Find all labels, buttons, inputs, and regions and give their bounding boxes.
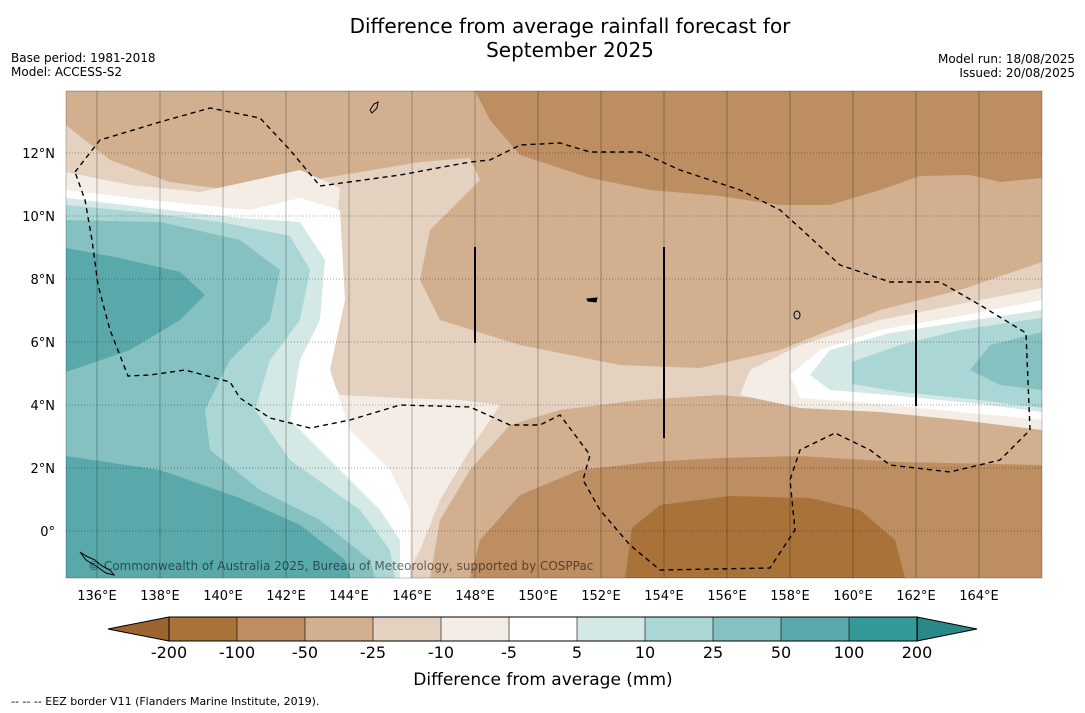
- lon-tick: 150°E: [518, 589, 558, 604]
- lon-tick: 162°E: [896, 589, 936, 604]
- lon-tick: 158°E: [770, 589, 810, 604]
- lon-tick: 136°E: [77, 589, 117, 604]
- base-period: Base period: 1981-2018: [11, 51, 156, 65]
- lon-tick: 144°E: [329, 589, 369, 604]
- meta-right: Model run: 18/08/2025 Issued: 20/08/2025: [938, 52, 1075, 80]
- model-run: Model run: 18/08/2025: [937, 52, 1075, 66]
- colorbar: -200 -100 -50 -25 -10 -5 5 10 25 50 100 200 Differe…: [107, 616, 978, 690]
- colorbar-tick-label: -200: [151, 643, 187, 662]
- lon-tick: 148°E: [455, 589, 495, 604]
- lat-tick: 12°N: [22, 147, 55, 162]
- lat-tick: 8°N: [31, 273, 56, 288]
- colorbar-under-arrow: [107, 616, 170, 642]
- lat-tick-labels: 12°N 10°N 8°N 6°N 4°N 2°N 0°: [22, 147, 55, 540]
- reference-bars: [474, 247, 917, 438]
- colorbar-segments: [168, 616, 918, 642]
- lon-tick: 146°E: [392, 589, 432, 604]
- colorbar-segment: [848, 616, 918, 642]
- band-south-core: [625, 496, 905, 578]
- lon-tick: 154°E: [644, 589, 684, 604]
- colorbar-segment: [780, 616, 850, 642]
- title-line-2: September 2025: [486, 38, 654, 62]
- colorbar-segment: [644, 616, 714, 642]
- colorbar-segment: [576, 616, 646, 642]
- lon-tick: 164°E: [959, 589, 999, 604]
- colorbar-segment: [440, 616, 510, 642]
- footnote: -- -- -- EEZ border V11 (Flanders Marine…: [11, 695, 320, 708]
- colorbar-tick-label: 200: [902, 643, 933, 662]
- colorbar-tick-label: 50: [771, 643, 791, 662]
- colorbar-label: Difference from average (mm): [413, 670, 672, 690]
- title-line-1: Difference from average rainfall forecas…: [349, 14, 791, 38]
- rainfall-field: [66, 91, 1042, 578]
- colorbar-tick-label: -25: [360, 643, 386, 662]
- colorbar-tick-label: -100: [219, 643, 255, 662]
- colorbar-segment: [508, 616, 578, 642]
- lon-tick: 160°E: [833, 589, 873, 604]
- band-wet-high-west: [66, 248, 205, 372]
- lon-tick: 156°E: [707, 589, 747, 604]
- lon-tick: 140°E: [203, 589, 243, 604]
- colorbar-tick-label: -50: [292, 643, 318, 662]
- colorbar-segment: [712, 616, 782, 642]
- colorbar-tick-label: 5: [572, 643, 582, 662]
- copyright-text: © Commonwealth of Australia 2025, Bureau…: [88, 559, 593, 573]
- issued-date: Issued: 20/08/2025: [959, 66, 1075, 80]
- lat-tick: 6°N: [31, 336, 56, 351]
- islands: [79, 101, 801, 576]
- graticule-lat: [66, 152, 1042, 532]
- colorbar-tick-labels: -200 -100 -50 -25 -10 -5 5 10 25 50 100 200: [151, 643, 932, 662]
- colorbar-outline: [168, 616, 918, 642]
- lon-tick: 138°E: [140, 589, 180, 604]
- colorbar-segment: [168, 616, 238, 642]
- colorbar-tick-label: -10: [428, 643, 454, 662]
- lon-tick: 142°E: [266, 589, 306, 604]
- lon-tick: 152°E: [581, 589, 621, 604]
- chart-title: Difference from average rainfall forecas…: [0, 14, 1085, 62]
- lon-tick-labels: 136°E 138°E 140°E 142°E 144°E 146°E 148°…: [77, 589, 999, 604]
- colorbar-tick-label: 10: [635, 643, 655, 662]
- band-wet-high-south: [66, 456, 350, 578]
- band-wet-low: [66, 205, 1042, 578]
- colorbar-tick-label: 25: [703, 643, 723, 662]
- colorbar-segment: [372, 616, 442, 642]
- colorbar-tick-label: -5: [501, 643, 517, 662]
- meta-left: Base period: 1981-2018 Model: ACCESS-S2: [11, 51, 156, 79]
- lat-tick: 10°N: [22, 210, 55, 225]
- band-north-dry: [475, 91, 1042, 205]
- colorbar-segment: [236, 616, 306, 642]
- map-frame: [65, 90, 1043, 579]
- colorbar-over-arrow: [916, 616, 978, 642]
- colorbar-tick-label: 100: [834, 643, 865, 662]
- lat-tick: 2°N: [31, 462, 56, 477]
- lat-tick: 4°N: [31, 399, 56, 414]
- colorbar-segment: [304, 616, 374, 642]
- lat-tick: 0°: [40, 525, 55, 540]
- model-name: Model: ACCESS-S2: [11, 65, 123, 79]
